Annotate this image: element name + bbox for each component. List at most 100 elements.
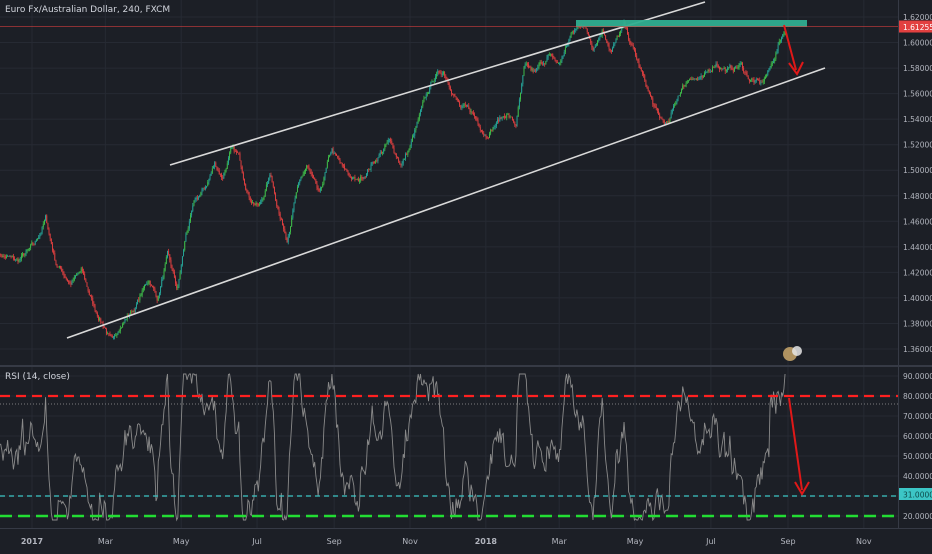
candle-body	[188, 228, 189, 231]
rsi-title: RSI (14, close)	[5, 372, 70, 382]
candle-body	[45, 215, 46, 220]
candle-body	[560, 61, 561, 63]
candle-body	[588, 32, 589, 35]
candle-body	[566, 46, 567, 48]
pane-separator	[0, 365, 932, 367]
candle-body	[242, 167, 243, 173]
candle-body	[775, 54, 776, 60]
candle-body	[164, 271, 165, 278]
candle-body	[321, 187, 322, 188]
candle-body	[649, 91, 650, 93]
candle-body	[411, 141, 412, 145]
candle-body	[290, 227, 291, 232]
candle-body	[137, 300, 138, 305]
candle-body	[365, 177, 366, 178]
candle-body	[640, 66, 641, 68]
candle-body	[733, 69, 734, 71]
candle-body	[265, 191, 266, 197]
candle-body	[479, 124, 480, 127]
candle-body	[297, 187, 298, 192]
candle-body	[473, 113, 474, 115]
candle-body	[279, 209, 280, 213]
candle-body	[314, 178, 315, 179]
x-tick-label: Mar	[552, 537, 568, 546]
candle-body	[442, 74, 443, 75]
candle-body	[499, 118, 500, 122]
candle-body	[643, 74, 644, 75]
candle-body	[712, 67, 713, 71]
candle-body	[266, 185, 267, 191]
price-tick-label: 1.38000	[903, 319, 932, 328]
candle-body	[168, 251, 169, 254]
candle-body	[432, 82, 433, 83]
rsi-tick-label: 50.0000	[903, 452, 932, 461]
candle-body	[536, 68, 537, 71]
candle-body	[191, 211, 192, 215]
candle-body	[165, 264, 166, 271]
candle-body	[699, 77, 700, 79]
candle-body	[351, 177, 352, 179]
candle-body	[118, 332, 119, 333]
candle-body	[611, 50, 612, 52]
candle-body	[239, 153, 240, 160]
candle-body	[398, 158, 399, 161]
candle-body	[682, 86, 683, 90]
candle-body	[30, 245, 31, 248]
candle-body	[172, 266, 173, 269]
candle-body	[273, 182, 274, 186]
candle-body	[456, 96, 457, 97]
candle-body	[295, 198, 296, 203]
candle-body	[507, 114, 508, 115]
candle-body	[81, 268, 82, 271]
candle-body	[749, 79, 750, 81]
candle-body	[300, 178, 301, 181]
candle-body	[67, 279, 68, 281]
candle-body	[101, 322, 102, 323]
candle-body	[681, 89, 682, 93]
candle-body	[400, 165, 401, 166]
candle-body	[82, 268, 83, 271]
candle-body	[80, 271, 81, 273]
candle-body	[189, 222, 190, 229]
candle-body	[141, 295, 142, 296]
candle-body	[420, 110, 421, 114]
candle-body	[93, 304, 94, 306]
candle-body	[538, 65, 539, 68]
candle-body	[169, 254, 170, 260]
candle-body	[19, 260, 20, 262]
candle-body	[399, 162, 400, 165]
candle-body	[322, 184, 323, 187]
x-tick-label: May	[627, 537, 644, 546]
candle-body	[683, 86, 684, 87]
candle-body	[153, 287, 154, 288]
candle-body	[708, 70, 709, 72]
candle-body	[597, 41, 598, 45]
candle-body	[112, 336, 113, 337]
candle-body	[350, 176, 351, 177]
candle-body	[250, 197, 251, 201]
candle-body	[556, 60, 557, 62]
candle-body	[596, 45, 597, 46]
candle-body	[58, 267, 59, 268]
candle-body	[55, 260, 56, 264]
candle-body	[335, 153, 336, 154]
candle-body	[425, 98, 426, 99]
rsi-tick-label: 80.0000	[903, 392, 932, 401]
candle-body	[671, 113, 672, 118]
candle-body	[532, 69, 533, 70]
candle-body	[340, 160, 341, 163]
candle-body	[275, 193, 276, 200]
rsi-tick-label: 70.0000	[903, 412, 932, 421]
candle-body	[423, 98, 424, 102]
candle-body	[246, 190, 247, 192]
x-tick-label: Nov	[856, 537, 872, 546]
candle-body	[119, 331, 120, 332]
candle-body	[603, 31, 604, 32]
candle-body	[641, 68, 642, 71]
candle-body	[702, 76, 703, 77]
candle-body	[736, 68, 737, 69]
candle-body	[601, 35, 602, 36]
candle-body	[612, 48, 613, 52]
candle-body	[257, 203, 258, 205]
candle-body	[704, 73, 705, 76]
